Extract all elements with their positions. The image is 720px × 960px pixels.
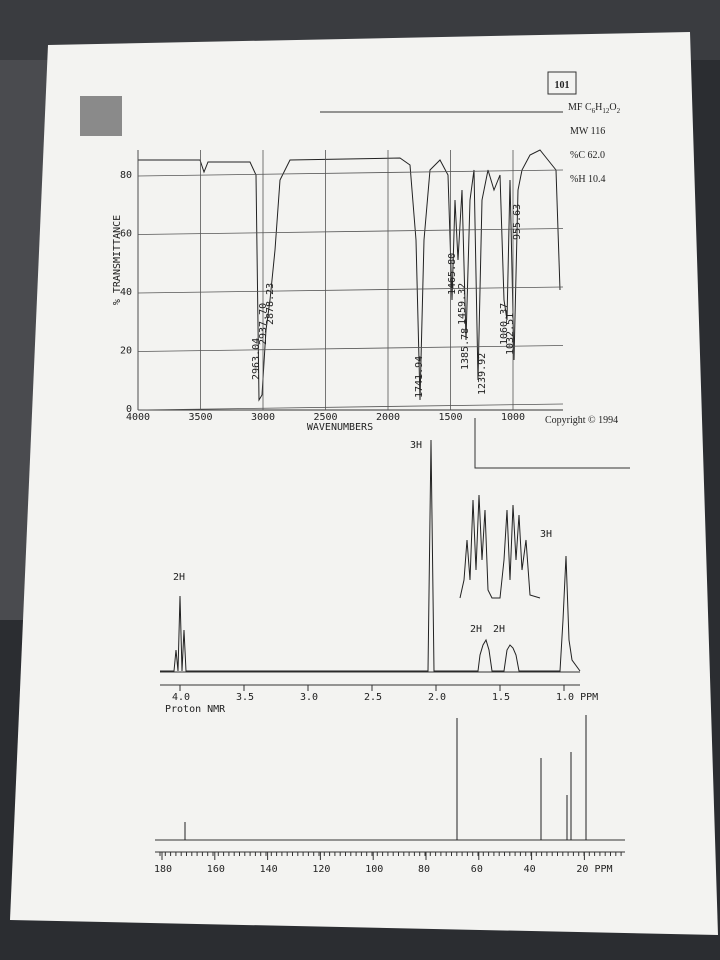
- grid-line: [137, 228, 564, 235]
- peak-label: 1239.92: [477, 353, 488, 395]
- copyright: Copyright © 1994: [545, 415, 618, 426]
- hnmr-trace: [160, 439, 581, 672]
- hnmr-inset: [459, 494, 541, 599]
- x-tick-label: 2000: [376, 412, 400, 423]
- cnmr-trace: [184, 715, 587, 840]
- x-tick-label: 3.0: [300, 692, 318, 703]
- formula: MF C6H12O2: [568, 102, 621, 115]
- grid-line: [137, 403, 564, 411]
- peak-label: 1032.51: [505, 313, 516, 355]
- formula-sub: 6: [592, 107, 596, 115]
- peak-label: 1465.80: [447, 253, 458, 295]
- hnmr-title: Proton NMR: [165, 704, 226, 715]
- ir-x-label: WAVENUMBERS: [307, 422, 373, 433]
- carbon: %C 62.0: [570, 150, 605, 161]
- grid-line: [137, 169, 564, 177]
- peak-label: 2963.04: [251, 338, 262, 380]
- x-tick-label: 4.0: [172, 692, 190, 703]
- grid-line: [137, 286, 564, 294]
- x-tick-label: 40: [524, 864, 536, 875]
- integral-label: 2H: [173, 572, 185, 583]
- peak-label: 1060.37: [499, 303, 510, 345]
- x-tick-label: 4000: [126, 412, 150, 423]
- x-tick-label: 3.5: [236, 692, 254, 703]
- mw: MW 116: [570, 126, 605, 137]
- formula-part: MF C: [568, 102, 592, 113]
- x-tick-label: 20 PPM: [576, 864, 612, 875]
- y-tick-label: 40: [120, 287, 132, 298]
- formula-part: H: [595, 102, 602, 113]
- x-tick-label: 2.0: [428, 692, 446, 703]
- x-tick-label: 60: [471, 864, 483, 875]
- y-tick-label: 0: [126, 404, 132, 415]
- x-tick-label: 1500: [438, 412, 462, 423]
- sheet-id: 101: [555, 80, 570, 91]
- x-tick-label: 2.5: [364, 692, 382, 703]
- x-tick-label: 1.5: [492, 692, 510, 703]
- x-tick-label: 80: [418, 864, 430, 875]
- formula-sub: 2: [617, 107, 621, 115]
- paper: [10, 32, 718, 935]
- x-tick-label: 180: [154, 864, 172, 875]
- logo: [80, 96, 122, 136]
- x-tick-label: 1.0 PPM: [556, 692, 598, 703]
- x-tick-label: 160: [207, 864, 225, 875]
- formula-sub: 12: [602, 107, 610, 115]
- x-tick-label: 120: [312, 864, 330, 875]
- peak-label: 1741.94: [414, 356, 425, 398]
- y-tick-label: 80: [120, 170, 132, 181]
- peak-label: 1385.78: [460, 328, 471, 370]
- peak-label: 955.63: [512, 204, 523, 240]
- peak-label: 2878.23: [265, 283, 276, 325]
- x-tick-label: 2500: [313, 412, 337, 423]
- hydrogen: %H 10.4: [570, 174, 606, 185]
- integral-label: 2H: [493, 624, 505, 635]
- ir-y-label: % TRANSMITTANCE: [112, 215, 123, 305]
- peak-label: 2937.70: [258, 303, 269, 345]
- integral-label: 3H: [540, 529, 552, 540]
- x-tick-label: 140: [260, 864, 278, 875]
- x-tick-label: 100: [365, 864, 383, 875]
- y-tick-label: 60: [120, 229, 132, 240]
- x-tick-label: 3000: [251, 412, 275, 423]
- id-box: [547, 71, 577, 95]
- integral-label: 3H: [410, 440, 422, 451]
- integral-label: 2H: [470, 624, 482, 635]
- x-tick-label: 3500: [188, 412, 212, 423]
- grid-line: [137, 345, 564, 352]
- x-tick-label: 1000: [501, 412, 525, 423]
- peak-label: 1459.32: [457, 283, 468, 325]
- inset-frame: [474, 418, 630, 469]
- y-tick-label: 20: [120, 346, 132, 357]
- formula-part: O: [609, 102, 616, 113]
